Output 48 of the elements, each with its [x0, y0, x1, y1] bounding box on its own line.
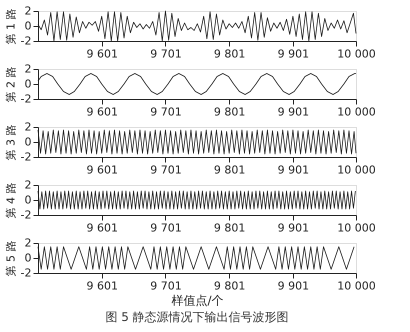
y-tick-label: 0 — [24, 78, 32, 90]
x-tick-label: 9 801 — [214, 280, 246, 292]
y-tick-label: -2 — [20, 92, 32, 106]
x-tick-label: 9 701 — [150, 164, 182, 176]
y-tick-label: 2 — [24, 178, 32, 192]
x-tick-label: 10 000 — [337, 280, 376, 292]
x-tick-label: 9 701 — [150, 222, 182, 234]
x-tick-label: 9 601 — [86, 48, 118, 60]
line-series — [38, 130, 356, 154]
x-tick-label: 9 801 — [214, 48, 246, 60]
x-tick-label: 9 901 — [278, 106, 310, 118]
x-axis-title: 样值点/个 — [171, 294, 224, 308]
x-tick-label: 9 701 — [150, 106, 182, 118]
y-tick-label: -2 — [20, 208, 32, 222]
y-tick-label: -2 — [20, 150, 32, 164]
x-tick-label: 9 701 — [150, 48, 182, 60]
x-tick-label: 9 701 — [150, 280, 182, 292]
y-tick-label: 0 — [24, 252, 32, 264]
x-tick-label: 9 801 — [214, 106, 246, 118]
y-axis-title: 第 4 路 — [4, 182, 18, 218]
x-tick-label: 9 901 — [278, 48, 310, 60]
y-tick-label: 2 — [24, 236, 32, 250]
x-tick-label: 9 601 — [86, 222, 118, 234]
x-tick-label: 9 601 — [86, 280, 118, 292]
x-tick-label: 10 000 — [337, 48, 376, 60]
y-tick-label: 0 — [24, 20, 32, 32]
y-tick-label: -2 — [20, 34, 32, 48]
y-tick-label: 0 — [24, 194, 32, 206]
x-tick-label: 9 901 — [278, 222, 310, 234]
x-tick-label: 9 601 — [86, 164, 118, 176]
caption: 图 5 静态源情况下输出信号波形图 — [105, 310, 289, 324]
y-tick-label: 2 — [24, 4, 32, 18]
x-tick-label: 10 000 — [337, 164, 376, 176]
x-tick-label: 9 901 — [278, 280, 310, 292]
y-axis-title: 第 5 路 — [4, 240, 18, 276]
y-tick-label: 2 — [24, 62, 32, 76]
x-tick-label: 9 901 — [278, 164, 310, 176]
x-tick-label: 9 801 — [214, 222, 246, 234]
y-axis-title: 第 2 路 — [4, 66, 18, 102]
y-tick-label: 0 — [24, 136, 32, 148]
x-tick-label: 10 000 — [337, 222, 376, 234]
y-axis-title: 第 1 路 — [4, 8, 18, 44]
x-tick-label: 9 601 — [86, 106, 118, 118]
y-tick-label: -2 — [20, 266, 32, 280]
y-axis-title: 第 3 路 — [4, 124, 18, 160]
x-tick-label: 9 801 — [214, 164, 246, 176]
x-tick-label: 10 000 — [337, 106, 376, 118]
y-tick-label: 2 — [24, 120, 32, 134]
